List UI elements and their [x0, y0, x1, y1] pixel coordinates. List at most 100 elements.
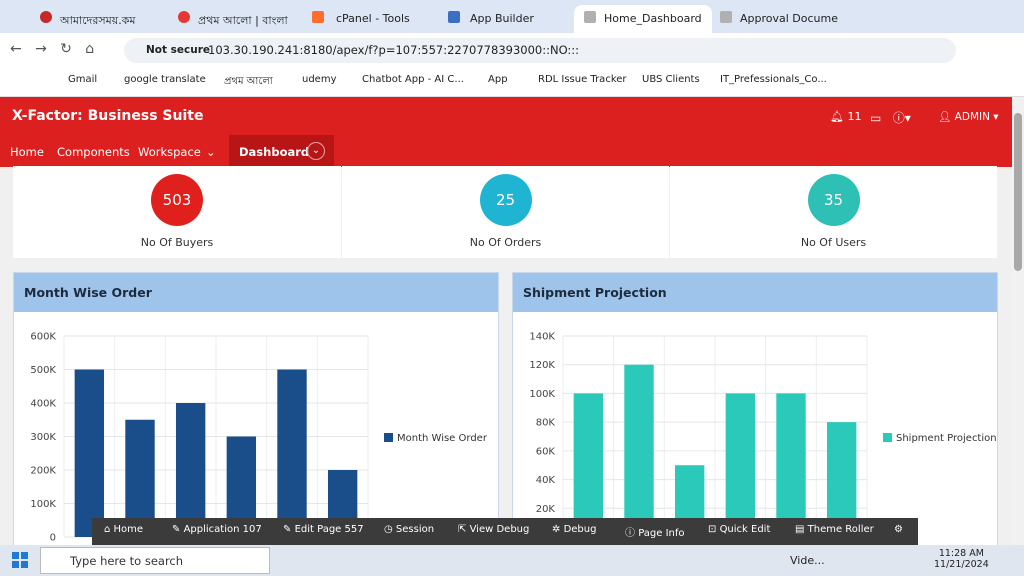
header-icons[interactable]: ▭ ⓘ▾ — [870, 111, 911, 125]
y-tick-label: 80K — [536, 418, 556, 429]
bar — [624, 364, 654, 537]
bar — [826, 422, 857, 537]
tab-title: Approval Docume — [740, 12, 839, 25]
dev-tool[interactable]: ✎ Application 107 — [172, 524, 262, 535]
bookmark[interactable]: google translate — [124, 74, 206, 85]
bookmark[interactable]: App — [488, 74, 508, 85]
tab[interactable]: আমাদেরসময়.কম — [30, 5, 168, 33]
stat-label: No Of Users — [800, 236, 867, 249]
panel-title: Month Wise Order — [14, 273, 498, 312]
nav-caret[interactable]: ⌄ — [206, 145, 216, 159]
y-tick-label: 60K — [536, 446, 556, 457]
y-tick-label: 120K — [529, 360, 555, 371]
time: 11:28 AM — [938, 548, 984, 559]
stat-circle: 25 — [479, 174, 532, 226]
tab-title: প্রথম আলো | বাংলা — [198, 14, 288, 27]
dev-tool-label: Quick Edit — [719, 524, 771, 535]
y-tick-label: 500K — [30, 365, 56, 376]
dev-tool[interactable]: ✲ Debug — [552, 524, 597, 535]
bar — [776, 393, 806, 537]
dev-tool[interactable]: ⚙ — [894, 524, 903, 535]
tab-icon — [448, 11, 460, 23]
legend-label: Shipment Projection — [896, 433, 997, 444]
tab-title: আমাদেরসময়.কম — [60, 14, 136, 27]
dev-tool[interactable]: ⊡ Quick Edit — [708, 524, 771, 535]
tab-icon — [720, 11, 732, 23]
dev-tool-label: Application 107 — [183, 524, 262, 535]
tab[interactable]: Approval Docume — [710, 5, 848, 33]
security-chip[interactable]: Not secure — [146, 44, 211, 56]
nav-item[interactable]: Components — [57, 145, 130, 159]
stat-card: 35 No Of Users — [670, 166, 997, 258]
tab-title: cPanel - Tools — [336, 12, 410, 25]
bar — [74, 369, 105, 537]
dev-toolbar — [92, 518, 918, 545]
y-tick-label: 600K — [30, 332, 56, 343]
stat-label: No Of Orders — [469, 236, 542, 249]
url[interactable]: 103.30.190.241:8180/apex/f?p=107:557:227… — [208, 43, 580, 57]
bar — [175, 403, 206, 537]
dev-tool[interactable]: ⇱ View Debug — [458, 524, 530, 535]
bookmark[interactable]: প্রথম আলো — [224, 76, 273, 87]
bar — [125, 419, 155, 537]
legend-swatch — [883, 433, 892, 442]
panel-title: Shipment Projection — [513, 273, 997, 312]
dev-tool[interactable]: ✎ Edit Page 557 — [283, 524, 364, 535]
user-name: ADMIN — [954, 111, 990, 123]
y-tick-label: 400K — [30, 399, 56, 410]
bookmark[interactable]: IT_Prefessionals_Co... — [720, 74, 827, 85]
scrollbar[interactable] — [1012, 97, 1024, 545]
stat-label: No Of Buyers — [140, 236, 214, 249]
bookmark[interactable]: RDL Issue Tracker — [538, 74, 627, 85]
omnibox[interactable] — [124, 38, 956, 63]
dev-tool[interactable]: ⌂ Home — [104, 524, 144, 535]
tab-title: App Builder — [470, 12, 534, 25]
date: 11/21/2024 — [934, 559, 989, 570]
nav-item[interactable]: Home — [10, 145, 44, 159]
y-tick-label: 100K — [30, 499, 56, 510]
bar — [573, 393, 604, 537]
stat-circle: 35 — [807, 174, 860, 226]
notifications[interactable]: 🔔︎ 11 — [830, 110, 862, 123]
stat-card: 503 No Of Buyers — [13, 166, 341, 258]
tab-strip — [0, 0, 1024, 33]
stat-card: 25 No Of Orders — [342, 166, 669, 258]
y-tick-label: 100K — [529, 389, 555, 400]
chart: 20K 40K 60K 80K 100K 120K 140K Shipment Project… — [529, 332, 997, 537]
dev-tool[interactable]: ▤ Theme Roller — [795, 524, 874, 535]
clock[interactable]: 11:28 AM 11/21/2024 — [934, 548, 989, 570]
bookmark[interactable]: Chatbot App - AI C... — [362, 74, 464, 85]
bar — [277, 369, 307, 537]
dev-tool-label: Session — [395, 524, 435, 535]
y-tick-label: 300K — [30, 432, 56, 443]
tab[interactable]: cPanel - Tools — [306, 5, 444, 33]
app-title[interactable]: X-Factor: Business Suite — [12, 108, 204, 124]
nav-toggle[interactable]: ⌄ — [307, 142, 325, 160]
y-tick-label: 140K — [529, 332, 555, 343]
bookmark[interactable]: Gmail — [68, 74, 98, 85]
dev-tool[interactable]: ⓘ Page Info — [625, 528, 685, 539]
panel: Month Wise Order 0 100K 200K 300K 400K 500K 600… — [13, 272, 499, 562]
user-menu[interactable]: 👤︎ ADMIN ▾ — [938, 111, 999, 123]
tab-title: Home_Dashboard — [604, 12, 702, 25]
legend-swatch — [384, 433, 393, 442]
search-box[interactable] — [40, 547, 270, 574]
bookmark[interactable]: UBS Clients — [642, 74, 700, 85]
tab[interactable]: App Builder — [440, 5, 578, 33]
y-tick-label: 40K — [536, 475, 556, 486]
nav-buttons[interactable]: ← → ↻ ⌂ — [10, 41, 95, 57]
panel: Shipment Projection 20K 40K 60K 80K 100K 120K 1… — [512, 272, 998, 562]
nav-item[interactable]: Dashboard — [239, 145, 310, 159]
dev-tool-label: Theme Roller — [807, 524, 874, 535]
taskbar-app[interactable]: Vide... — [790, 554, 825, 567]
start-button[interactable] — [12, 552, 28, 568]
nav-item[interactable]: Workspace — [138, 145, 201, 159]
tab[interactable]: Home_Dashboard — [574, 5, 712, 33]
bookmark[interactable]: udemy — [302, 74, 337, 85]
dev-tool-label: Home — [113, 524, 144, 535]
tab[interactable]: প্রথম আলো | বাংলা — [168, 5, 306, 33]
chart: 0 100K 200K 300K 400K 500K 600K Month Wise Orde… — [30, 332, 487, 544]
tab-icon — [312, 11, 324, 23]
dev-tool[interactable]: ◷ Session — [384, 524, 435, 535]
